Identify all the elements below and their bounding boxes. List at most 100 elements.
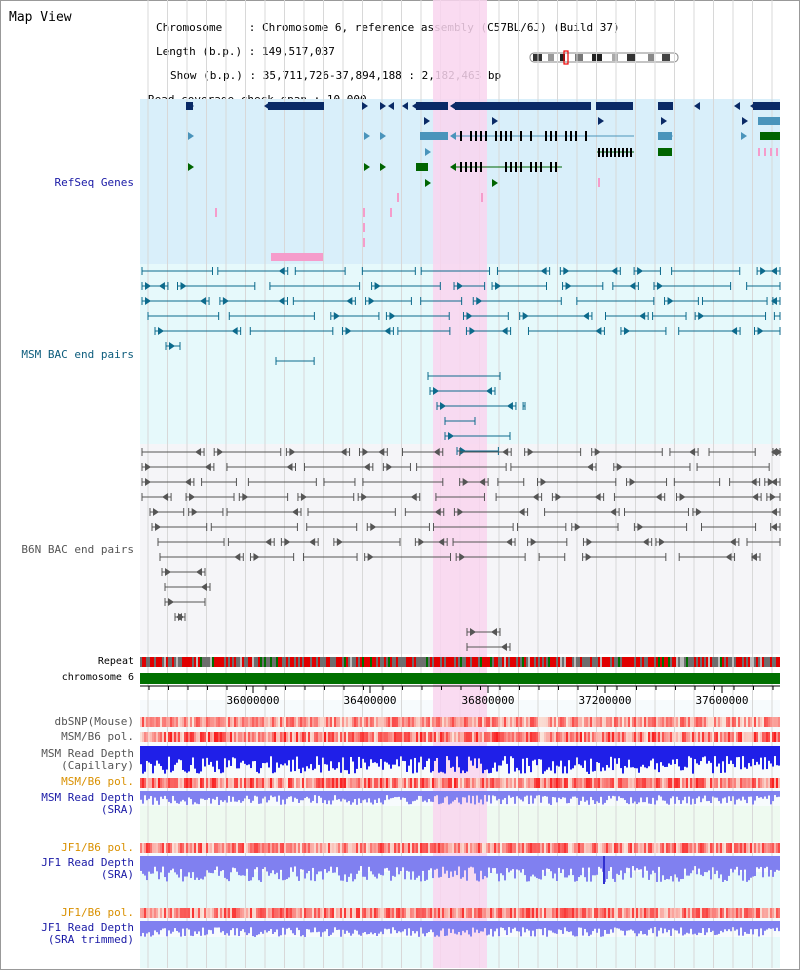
dbsnp-heat-cell [294, 717, 296, 727]
jf1-trim-depth-bar [484, 921, 486, 929]
repeat-segment [656, 657, 658, 667]
repeat-segment [752, 657, 754, 667]
jf1-b6-pol2-heat-cell [378, 908, 380, 918]
msm-b6-pol2-heat-cell [206, 778, 208, 788]
msm-sra-depth-bar [318, 791, 320, 796]
refseq-exon [460, 162, 462, 172]
dbsnp-heat-cell [300, 717, 302, 727]
jf1-b6-pol2-heat-cell [152, 908, 154, 918]
jf1-sra-depth-bar [374, 856, 376, 877]
msm-b6-pol2-heat-cell [550, 778, 552, 788]
jf1-sra-depth-bar [690, 856, 692, 874]
msm-b6-pol2-heat-cell [630, 778, 632, 788]
jf1-b6-pol-label-2[interactable]: JF1/B6 pol. [61, 906, 134, 919]
jf1-b6-pol2-heat-cell [600, 908, 602, 918]
jf1-b6-pol2-heat-cell [760, 908, 762, 918]
jf1-trim-depth-bar [668, 921, 670, 930]
msm-capillary-depth-bar [600, 746, 602, 772]
jf1-b6-pol-heat-cell [380, 843, 382, 853]
repeat-segment [576, 657, 578, 667]
dbsnp-heat-cell [190, 717, 192, 727]
jf1-trim-depth-bar [168, 921, 170, 931]
msm-b6-pol-label-2[interactable]: MSM/B6 pol. [61, 775, 134, 788]
chromosome-bar [140, 673, 780, 684]
msm-b6-pol2-heat-cell [448, 778, 450, 788]
msm-capillary-depth-bar [544, 746, 546, 772]
repeat-segment [278, 657, 280, 667]
msm-b6-pol-heat-cell [324, 732, 326, 742]
jf1-trim-depth-bar [616, 921, 618, 929]
dbsnp-heat-cell [424, 717, 426, 727]
dbsnp-heat-cell [720, 717, 722, 727]
jf1-b6-pol2-heat-cell [260, 908, 262, 918]
jf1-b6-pol-label[interactable]: JF1/B6 pol. [61, 841, 134, 854]
b6n-bac-label[interactable]: B6N BAC end pairs [21, 543, 134, 556]
msm-b6-pol2-heat-cell [348, 778, 350, 788]
repeat-segment [748, 657, 750, 667]
dbsnp-heat-cell [436, 717, 438, 727]
msm-b6-pol2-heat-cell [432, 778, 434, 788]
msm-b6-pol2-heat-cell [570, 778, 572, 788]
jf1-b6-pol2-heat-cell [300, 908, 302, 918]
jf1-b6-pol2-heat-cell [312, 908, 314, 918]
dbsnp-label[interactable]: dbSNP(Mouse) [54, 715, 134, 728]
msm-sra-depth-bar [566, 791, 568, 804]
repeat-segment [244, 657, 246, 667]
jf1-b6-pol2-heat-cell [424, 908, 426, 918]
jf1-sra-depth-bar [186, 856, 188, 877]
msm-b6-pol2-heat-cell [678, 778, 680, 788]
dbsnp-heat-cell [242, 717, 244, 727]
dbsnp-heat-cell [274, 717, 276, 727]
jf1-b6-pol-heat-cell [276, 843, 278, 853]
msm-b6-pol-heat-cell [398, 732, 400, 742]
msm-b6-pol-heat-cell [626, 732, 628, 742]
jf1-b6-pol-heat-cell [422, 843, 424, 853]
msm-capillary-depth-bar [144, 746, 146, 772]
msm-sra-depth-bar [508, 791, 510, 796]
jf1-b6-pol2-heat-cell [498, 908, 500, 918]
msm-b6-pol-heat-cell [162, 732, 164, 742]
msm-read-depth-sra-label[interactable]: MSM Read Depth [41, 791, 134, 804]
msm-capillary-depth-bar [200, 746, 202, 772]
repeat-segment [598, 657, 600, 667]
jf1-b6-pol2-heat-cell [488, 908, 490, 918]
msm-read-depth-cap-label[interactable]: MSM Read Depth [41, 747, 134, 760]
msm-capillary-depth-bar [344, 746, 346, 771]
msm-b6-pol-label[interactable]: MSM/B6 pol. [61, 730, 134, 743]
msm-b6-pol-heat-cell [574, 732, 576, 742]
jf1-b6-pol2-heat-cell [206, 908, 208, 918]
jf1-sra-depth-bar [212, 856, 214, 874]
jf1-trim-depth-bar [656, 921, 658, 937]
msm-bac-label[interactable]: MSM BAC end pairs [21, 348, 134, 361]
jf1-trim-depth-bar [662, 921, 664, 934]
refseq-genes-label[interactable]: RefSeq Genes [54, 176, 134, 189]
jf1-b6-pol-heat-cell [268, 843, 270, 853]
msm-sra-depth-bar [740, 791, 742, 801]
msm-sra-depth-bar [366, 791, 368, 803]
dbsnp-heat-cell [700, 717, 702, 727]
jf1-read-depth-trim-label[interactable]: JF1 Read Depth [41, 921, 134, 934]
msm-b6-pol-heat-cell [748, 732, 750, 742]
msm-bac-pair-arrow [389, 312, 396, 320]
jf1-b6-pol-heat-cell [446, 843, 448, 853]
jf1-b6-pol-heat-cell [662, 843, 664, 853]
jf1-b6-pol-heat-cell [294, 843, 296, 853]
jf1-b6-pol2-heat-cell [292, 908, 294, 918]
jf1-read-depth-sra-label[interactable]: JF1 Read Depth [41, 856, 134, 869]
gene-arrow-icon [661, 117, 667, 125]
msm-b6-pol2-heat-cell [562, 778, 564, 788]
repeat-segment [594, 657, 596, 667]
msm-b6-pol-heat-cell [228, 732, 230, 742]
refseq-exon [618, 148, 620, 157]
jf1-b6-pol-heat-cell [548, 843, 550, 853]
jf1-trim-depth-bar [594, 921, 596, 929]
jf1-b6-pol-heat-cell [724, 843, 726, 853]
jf1-b6-pol-heat-cell [228, 843, 230, 853]
msm-b6-pol-heat-cell [166, 732, 168, 742]
msm-b6-pol2-heat-cell [530, 778, 532, 788]
jf1-trim-depth-bar [328, 921, 330, 937]
jf1-b6-pol2-heat-cell [254, 908, 256, 918]
msm-b6-pol2-heat-cell [160, 778, 162, 788]
jf1-trim-depth-bar [204, 921, 206, 936]
